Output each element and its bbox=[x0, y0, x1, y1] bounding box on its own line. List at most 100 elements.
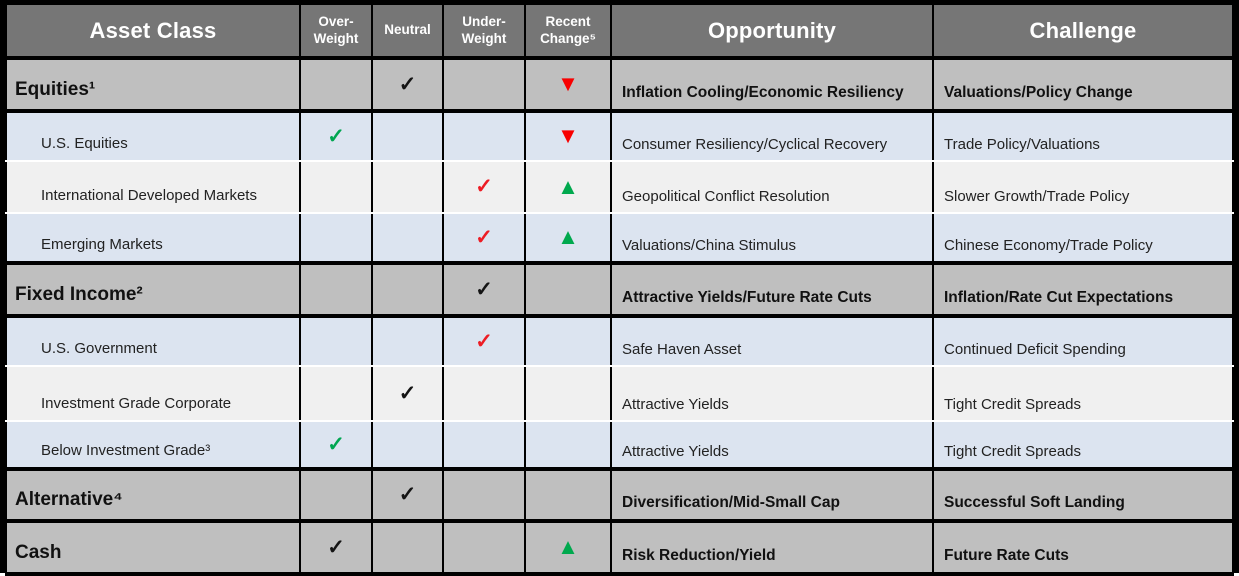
underweight-header-line2: Weight bbox=[461, 30, 507, 46]
opportunity-cell: Safe Haven Asset bbox=[610, 316, 934, 367]
check-icon: ✓ bbox=[327, 432, 345, 456]
challenge-header-label: Challenge bbox=[1029, 17, 1137, 43]
table-row-international-developed: International Developed Markets ✓ ▲ Geop… bbox=[5, 161, 1234, 214]
challenge-cell: Successful Soft Landing bbox=[932, 467, 1234, 523]
underweight-cell: ✓ bbox=[442, 316, 526, 367]
challenge-cell: Trade Policy/Valuations bbox=[932, 111, 1234, 162]
column-header-challenge: Challenge bbox=[932, 5, 1234, 60]
check-icon: ✓ bbox=[327, 535, 345, 559]
opportunity-cell: Consumer Resiliency/Cyclical Recovery bbox=[610, 111, 934, 162]
opportunity-cell: Inflation Cooling/Economic Resiliency bbox=[610, 56, 934, 113]
table-row-emerging-markets: Emerging Markets ✓ ▲ Valuations/China St… bbox=[5, 213, 1234, 264]
overweight-cell bbox=[299, 316, 373, 367]
asset-class-label: Emerging Markets bbox=[41, 236, 163, 253]
column-header-neutral: Neutral bbox=[371, 5, 444, 60]
recent-change-cell: ▼ bbox=[524, 56, 612, 113]
column-header-asset-class: Asset Class bbox=[5, 5, 301, 60]
neutral-cell bbox=[371, 213, 444, 264]
recent-change-cell: ▲ bbox=[524, 213, 612, 264]
challenge-text: Trade Policy/Valuations bbox=[944, 136, 1100, 153]
overweight-header-line1: Over- bbox=[318, 14, 354, 30]
neutral-cell bbox=[371, 519, 444, 576]
check-icon: ✓ bbox=[398, 72, 417, 96]
asset-class-cell: Below Investment Grade³ bbox=[5, 421, 301, 470]
check-icon: ✓ bbox=[327, 124, 345, 148]
column-header-opportunity: Opportunity bbox=[610, 5, 934, 60]
overweight-cell: ✓ bbox=[299, 519, 373, 576]
asset-class-cell: Investment Grade Corporate bbox=[5, 366, 301, 422]
triangle-down-icon: ▼ bbox=[557, 123, 579, 148]
challenge-text: Inflation/Rate Cut Expectations bbox=[944, 289, 1174, 306]
recent-change-cell bbox=[524, 261, 612, 318]
opportunity-text: Attractive Yields bbox=[622, 396, 729, 413]
underweight-header-line1: Under- bbox=[462, 14, 506, 30]
opportunity-cell: Attractive Yields bbox=[610, 366, 934, 422]
table-row-us-equities: U.S. Equities ✓ ▼ Consumer Resiliency/Cy… bbox=[5, 111, 1234, 162]
overweight-cell bbox=[299, 366, 373, 422]
column-header-recent-change: Recent Change⁵ bbox=[524, 5, 612, 60]
check-icon: ✓ bbox=[398, 483, 417, 506]
challenge-text: Tight Credit Spreads bbox=[944, 396, 1082, 413]
underweight-cell: ✓ bbox=[442, 161, 526, 214]
underweight-cell bbox=[442, 56, 526, 113]
asset-class-cell: U.S. Equities bbox=[5, 111, 301, 162]
triangle-up-icon: ▲ bbox=[557, 173, 579, 199]
neutral-cell bbox=[371, 261, 444, 318]
overweight-cell bbox=[299, 213, 373, 264]
challenge-text: Continued Deficit Spending bbox=[944, 341, 1126, 358]
overweight-cell bbox=[299, 261, 373, 318]
underweight-cell bbox=[442, 111, 526, 162]
asset-class-label: International Developed Markets bbox=[41, 187, 257, 204]
table-row-equities: Equities¹ ✓ ▼ Inflation Cooling/Economic… bbox=[5, 56, 1234, 113]
opportunity-cell: Valuations/China Stimulus bbox=[610, 213, 934, 264]
neutral-cell bbox=[371, 316, 444, 367]
asset-class-cell: Cash bbox=[5, 519, 301, 576]
triangle-up-icon: ▲ bbox=[557, 224, 579, 249]
underweight-cell bbox=[442, 366, 526, 422]
challenge-cell: Chinese Economy/Trade Policy bbox=[932, 213, 1234, 264]
asset-class-label: Below Investment Grade³ bbox=[41, 442, 211, 459]
opportunity-text: Consumer Resiliency/Cyclical Recovery bbox=[622, 136, 888, 153]
table-row-fixed-income: Fixed Income² ✓ Attractive Yields/Future… bbox=[5, 261, 1234, 318]
asset-class-label: U.S. Government bbox=[41, 340, 157, 357]
asset-class-label: Fixed Income² bbox=[15, 284, 143, 305]
asset-class-cell: Equities¹ bbox=[5, 56, 301, 113]
opportunity-text: Geopolitical Conflict Resolution bbox=[622, 188, 830, 205]
opportunity-cell: Risk Reduction/Yield bbox=[610, 519, 934, 576]
challenge-cell: Continued Deficit Spending bbox=[932, 316, 1234, 367]
opportunity-cell: Attractive Yields/Future Rate Cuts bbox=[610, 261, 934, 318]
check-icon: ✓ bbox=[475, 329, 493, 353]
overweight-cell bbox=[299, 467, 373, 523]
neutral-cell: ✓ bbox=[371, 366, 444, 422]
challenge-text: Tight Credit Spreads bbox=[944, 443, 1082, 460]
table-row-us-government: U.S. Government ✓ Safe Haven Asset Conti… bbox=[5, 316, 1234, 367]
opportunity-text: Inflation Cooling/Economic Resiliency bbox=[622, 84, 904, 101]
underweight-cell bbox=[442, 467, 526, 523]
allocation-table: Asset Class Over- Weight Neutral Under- We… bbox=[5, 5, 1234, 576]
header-row: Asset Class Over- Weight Neutral Under- We… bbox=[5, 5, 1234, 60]
asset-class-cell: Alternative⁴ bbox=[5, 467, 301, 523]
underweight-cell: ✓ bbox=[442, 213, 526, 264]
challenge-text: Future Rate Cuts bbox=[944, 547, 1069, 564]
recent-change-cell bbox=[524, 366, 612, 422]
asset-class-cell: Emerging Markets bbox=[5, 213, 301, 264]
overweight-header-line2: Weight bbox=[313, 30, 359, 46]
opportunity-text: Valuations/China Stimulus bbox=[622, 237, 796, 254]
challenge-cell: Tight Credit Spreads bbox=[932, 421, 1234, 470]
asset-class-label: Equities¹ bbox=[15, 79, 96, 100]
challenge-cell: Future Rate Cuts bbox=[932, 519, 1234, 576]
triangle-down-icon: ▼ bbox=[557, 71, 579, 96]
asset-class-label: U.S. Equities bbox=[41, 135, 128, 152]
opportunity-text: Attractive Yields bbox=[622, 443, 729, 460]
table-row-alternative: Alternative⁴ ✓ Diversification/Mid-Small… bbox=[5, 467, 1234, 523]
challenge-text: Successful Soft Landing bbox=[944, 494, 1125, 511]
recent-change-header-line2: Change⁵ bbox=[540, 30, 596, 46]
neutral-cell: ✓ bbox=[371, 467, 444, 523]
challenge-text: Valuations/Policy Change bbox=[944, 84, 1133, 101]
recent-change-cell bbox=[524, 316, 612, 367]
opportunity-text: Attractive Yields/Future Rate Cuts bbox=[622, 289, 872, 306]
neutral-cell bbox=[371, 161, 444, 214]
table-row-investment-grade-corporate: Investment Grade Corporate ✓ Attractive … bbox=[5, 366, 1234, 422]
overweight-cell: ✓ bbox=[299, 421, 373, 470]
